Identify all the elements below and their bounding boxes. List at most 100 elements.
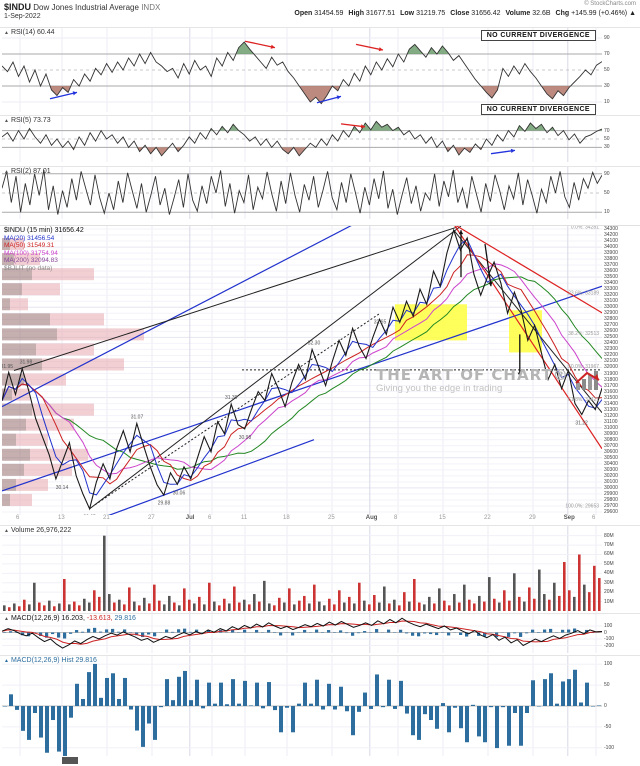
svg-text:32.65: 32.65 — [374, 319, 387, 325]
svg-text:31.07: 31.07 — [131, 414, 144, 420]
rsi14-label: RSI(14) 60.44 — [10, 29, 55, 36]
svg-text:50.0%: 31967: 50.0%: 31967 — [568, 364, 599, 370]
axis-tick-label: 100 — [604, 661, 613, 668]
price-tick: 32200 — [604, 352, 618, 359]
date-axis: 6 13 21 27 Jul 6 11 18 25 Aug 8 15 22 29 Sep 6 — [0, 514, 640, 525]
rsi5-label: RSI(5) 73.73 — [10, 117, 51, 124]
axis-tick-label: 0 — [604, 703, 607, 709]
svg-text:31.95: 31.95 — [2, 364, 13, 370]
svg-text:30.98: 30.98 — [239, 435, 252, 441]
macd-label-part: -13.613, — [86, 615, 115, 622]
price-tick: 33700 — [604, 262, 618, 269]
axis-tick-label: 50M — [604, 560, 614, 567]
price-tick: 30800 — [604, 436, 618, 443]
svg-text:61.8%: 31421: 61.8%: 31421 — [568, 397, 599, 403]
axis-tick-label: 50 — [604, 682, 610, 689]
date-tick: 6 — [592, 515, 596, 521]
price-tick: 30900 — [604, 430, 618, 437]
macd-label-part: 16.203, — [61, 615, 87, 622]
date-tick: 21 — [103, 515, 110, 521]
axis-tick-label: 70 — [604, 51, 610, 57]
price-tick: 33300 — [604, 286, 618, 293]
date-tick: Sep — [563, 515, 575, 521]
axis-tick-label: 60M — [604, 551, 614, 558]
quote-value: 31454.59 — [314, 10, 344, 17]
legend-icon: ▲ — [4, 528, 9, 534]
price-title: $INDU (15 min) 31656.42 — [4, 227, 84, 234]
price-tick: 32500 — [604, 334, 618, 341]
price-tick: 34200 — [604, 232, 618, 239]
price-tick: 31500 — [604, 394, 618, 401]
rsi14-legend: ▲ RSI(14) 60.44 — [4, 29, 55, 36]
price-legend: $INDU (15 min) 31656.42 MA(20) 31456.54 M… — [4, 227, 84, 272]
price-tick: 33600 — [604, 268, 618, 275]
volume-label: Volume 26,976,222 — [10, 527, 72, 534]
date-tick: Aug — [365, 515, 378, 521]
ma-legend-row: MA(100) 31754.94 — [4, 249, 58, 257]
price-tick: 29700 — [604, 502, 618, 509]
svg-text:29.65: 29.65 — [83, 514, 96, 515]
axis-tick-label: 70M — [604, 542, 614, 549]
price-tick: 30400 — [604, 460, 618, 467]
macd-hist-label: MACD(12,26,9) Hist 29.816 — [10, 657, 97, 664]
divergence-badge: NO CURRENT DIVERGENCE — [480, 30, 596, 41]
svg-text:23.6%: 33189: 23.6%: 33189 — [568, 290, 599, 296]
quote-key: Close — [450, 10, 472, 17]
axis-tick-label: 30 — [604, 83, 610, 89]
legend-icon: ▲ — [4, 616, 9, 622]
axis-tick-label: 100 — [604, 623, 613, 630]
legend-icon: ▲ — [4, 118, 9, 124]
axis-tick-label: 30M — [604, 579, 614, 586]
chart-date: 1-Sep-2022 — [4, 13, 41, 20]
art-of-chart-logo-icon — [575, 369, 601, 391]
price-tick: 30600 — [604, 448, 618, 455]
divergence-badge: NO CURRENT DIVERGENCE — [480, 104, 596, 115]
price-tick: 33000 — [604, 304, 618, 311]
svg-text:100.0%: 29653: 100.0%: 29653 — [565, 503, 599, 509]
macd-legend: ▲ MACD(12,26,9) 16.203, -13.613, 29.816 — [4, 615, 136, 622]
date-tick: 15 — [439, 515, 446, 521]
svg-text:31.39: 31.39 — [225, 395, 238, 401]
date-tick: Jul — [185, 515, 195, 521]
date-tick: 27 — [148, 515, 155, 521]
axis-tick-label: -200 — [604, 642, 615, 649]
quote-key: High — [348, 10, 366, 17]
axis-tick-label: -100 — [604, 744, 615, 751]
price-tick: 30000 — [604, 484, 618, 491]
price-tick: 32900 — [604, 310, 618, 317]
price-tick: 29800 — [604, 496, 618, 503]
axis-tick-label: 40M — [604, 570, 614, 577]
price-tick: 34300 — [604, 226, 618, 232]
date-tick: 8 — [394, 515, 398, 521]
price-tick: 30200 — [604, 472, 618, 479]
ma-legend-row: $BJLIT (no data) — [4, 264, 53, 272]
date-tick: 11 — [241, 515, 248, 521]
rsi2-panel: ▲ RSI(2) 87.01 90 50 10 — [0, 166, 640, 219]
price-tick: 30300 — [604, 466, 618, 473]
macd-panel: ▲ MACD(12,26,9) 16.203, -13.613, 29.816 1… — [0, 613, 640, 653]
svg-text:29.88: 29.88 — [158, 501, 171, 507]
legend-icon: ▲ — [4, 169, 9, 175]
ma-legend-row: MA(20) 31456.54 — [4, 234, 55, 242]
price-tick: 32700 — [604, 322, 618, 329]
price-tick: 31300 — [604, 406, 618, 413]
ma-legend-row: MA(50) 31549.31 — [4, 242, 55, 249]
svg-text:34.28: 34.28 — [448, 226, 461, 227]
legend-icon: ▲ — [4, 30, 9, 36]
svg-text:30.06: 30.06 — [173, 490, 186, 496]
axis-tick-label: 90 — [604, 170, 610, 177]
price-tick: 34100 — [604, 238, 618, 245]
ohlc-quote-row: Open 31454.59 High 31677.51 Low 31219.75 Cl… — [289, 10, 636, 17]
price-tick: 33100 — [604, 298, 618, 305]
credit-link: © StockCharts.com — [584, 1, 636, 7]
svg-text:0.0%: 34281: 0.0%: 34281 — [571, 226, 599, 231]
price-tick: 33400 — [604, 280, 618, 287]
rsi2-label: RSI(2) 87.01 — [10, 168, 51, 175]
quote-key: Open — [294, 10, 315, 17]
axis-tick-label: -50 — [604, 723, 612, 730]
date-tick: 6 — [16, 515, 20, 521]
price-tick: 32100 — [604, 358, 618, 365]
price-tick: 31900 — [604, 370, 618, 377]
quote-key: Low — [400, 10, 417, 17]
price-tick: 31800 — [604, 376, 618, 383]
